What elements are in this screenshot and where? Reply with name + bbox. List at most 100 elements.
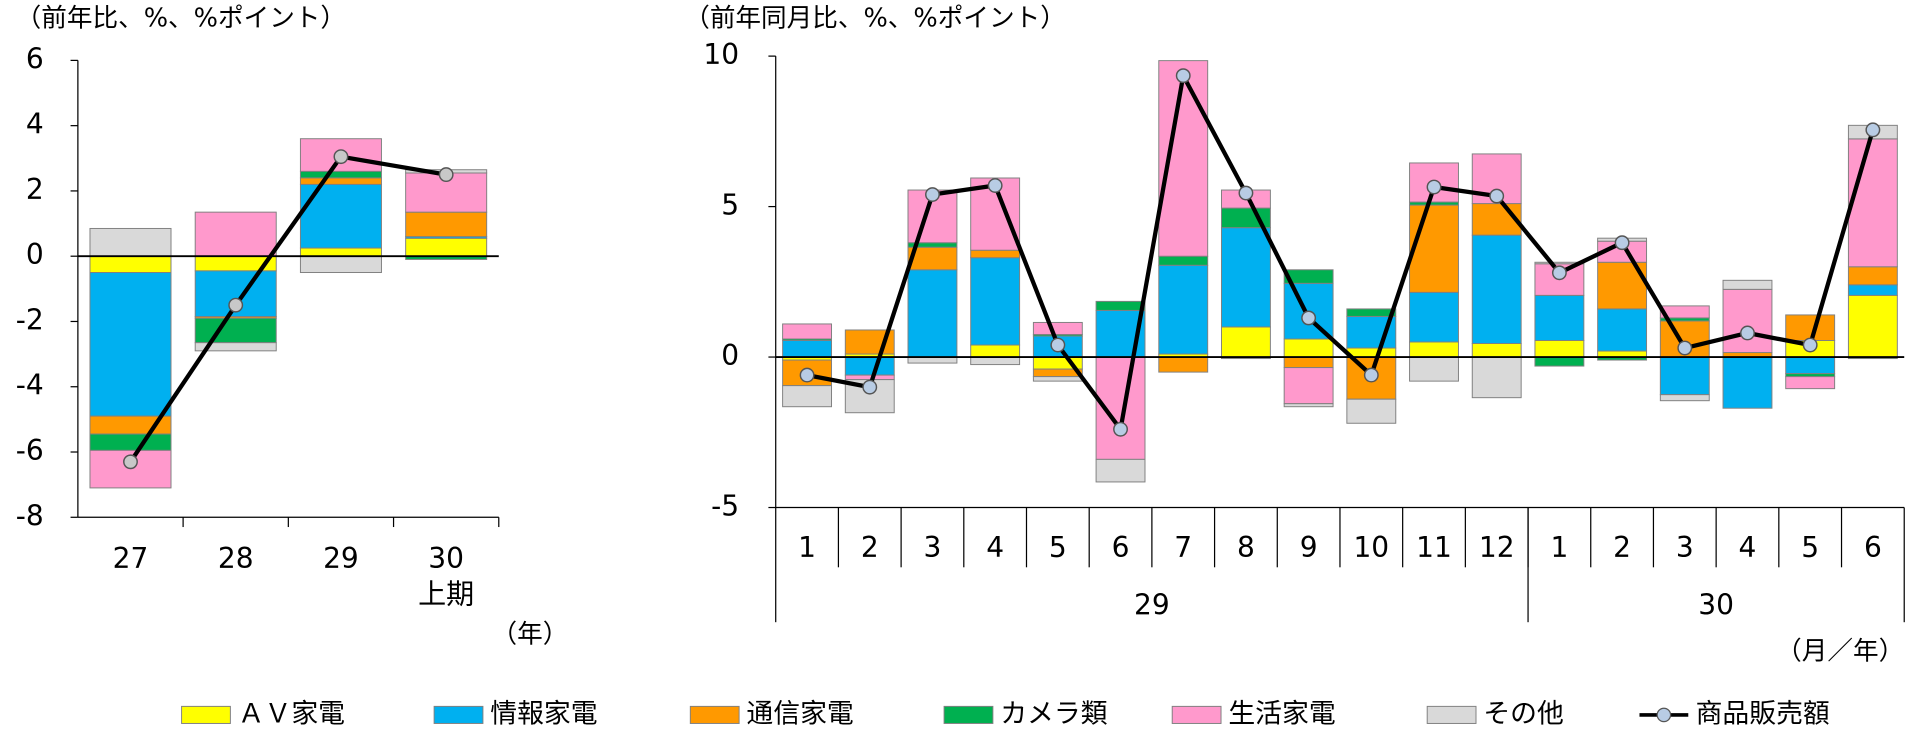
- x-tick-label: 5: [1049, 531, 1067, 564]
- bar: 情報家電: [970, 257, 1021, 346]
- bar: 情報家電: [1847, 284, 1898, 296]
- line-marker: [333, 149, 349, 165]
- x-unit-label: （月／年）: [1776, 637, 1904, 667]
- bar: 情報家電: [1158, 264, 1209, 355]
- x-tick-label: 12: [1479, 531, 1515, 564]
- y-tick-label: 5: [721, 189, 739, 222]
- bar: ＡＶ家電: [1220, 326, 1271, 358]
- legend-swatch: [1426, 705, 1477, 724]
- bar: その他: [1409, 356, 1459, 382]
- legend-swatch: [1171, 705, 1222, 724]
- line-marker: [987, 178, 1003, 193]
- group-label: 30: [1698, 588, 1734, 621]
- line-marker: [1175, 68, 1191, 84]
- line-marker: [228, 297, 244, 313]
- bar: カメラ類: [1283, 269, 1334, 284]
- x-tick-label: 10: [1353, 531, 1389, 564]
- line-marker: [1238, 185, 1254, 201]
- bar: カメラ類: [1534, 356, 1585, 367]
- x-unit-label: （年）: [491, 620, 568, 650]
- legend-swatch: [181, 705, 231, 724]
- bar: [405, 211, 488, 238]
- bar: 生活家電: [1722, 288, 1773, 354]
- y-tick-label: 4: [26, 108, 44, 141]
- line-marker: [1865, 122, 1881, 138]
- x-tick-label: 11: [1416, 531, 1452, 564]
- legend-label: 生活家電: [1228, 698, 1335, 729]
- x-tick-label: 4: [1739, 531, 1757, 564]
- y-tick-label: 0: [721, 339, 739, 372]
- y-tick-label: 2: [26, 173, 44, 206]
- x-tick-label: 2: [861, 531, 879, 564]
- legend-label: その他: [1483, 698, 1563, 729]
- x-tick-label: 2: [1613, 531, 1631, 564]
- bar: [194, 211, 277, 257]
- bar: その他: [1283, 403, 1334, 408]
- legend-label: ＡＶ家電: [238, 698, 345, 729]
- x-tick-label: 7: [1174, 531, 1192, 564]
- line-marker: [1363, 367, 1379, 383]
- bar: ＡＶ家電: [1847, 294, 1898, 358]
- x-tick-label: 28: [218, 542, 254, 575]
- bar: カメラ類: [1346, 308, 1397, 317]
- line-marker: [1113, 421, 1128, 437]
- y-tick-label: 10: [703, 38, 739, 71]
- line-marker: [1426, 179, 1442, 195]
- y-tick-label: 0: [26, 238, 44, 271]
- bar: その他: [1722, 279, 1773, 290]
- x-tick-label: 1: [798, 531, 816, 564]
- x-tick-label: 5: [1801, 531, 1819, 564]
- bar: [405, 172, 488, 213]
- bar: [89, 433, 172, 451]
- bar: 生活家電: [1659, 305, 1710, 319]
- bar: 通信家電: [1409, 204, 1459, 293]
- x-tick-label: 30: [428, 542, 464, 575]
- bar: その他: [1095, 458, 1146, 483]
- y-tick-label: -6: [16, 434, 44, 467]
- legend-marker: [1656, 707, 1672, 723]
- bar: 生活家電: [1785, 376, 1836, 390]
- x-tick-label: 27: [113, 542, 149, 575]
- line-marker: [862, 379, 878, 395]
- bar: 生活家電: [1032, 321, 1083, 335]
- x-tick-label: 8: [1237, 531, 1255, 564]
- y-unit-label: （前年比、%、%ポイント）: [16, 4, 346, 34]
- line-marker: [1677, 340, 1693, 356]
- line-marker: [123, 454, 138, 470]
- bar: [89, 255, 172, 274]
- bar: 情報家電: [1220, 227, 1271, 328]
- bar: ＡＶ家電: [1471, 343, 1522, 358]
- line-marker: [1301, 310, 1317, 326]
- bar: 生活家電: [1847, 138, 1898, 268]
- bar: 情報家電: [1597, 308, 1648, 352]
- legend-label: 商品販売額: [1696, 698, 1830, 729]
- x-tick-label: 9: [1300, 531, 1318, 564]
- bar: [89, 272, 172, 417]
- bar: [405, 237, 488, 257]
- legend-swatch: [943, 705, 994, 724]
- bar: 情報家電: [1534, 294, 1585, 341]
- y-tick-label: 6: [26, 42, 44, 75]
- bar: 情報家電: [1722, 356, 1773, 409]
- legend-swatch: [689, 705, 740, 724]
- line-marker: [1551, 265, 1567, 281]
- bar: 通信家電: [1158, 356, 1209, 373]
- bar: [299, 170, 382, 179]
- bar: 情報家電: [1409, 291, 1459, 343]
- line-marker: [1050, 337, 1066, 353]
- x-tick-label: 29: [323, 542, 359, 575]
- bar: [194, 317, 277, 344]
- x-tick-label: 1: [1550, 531, 1568, 564]
- bar: [299, 255, 382, 274]
- line-marker: [1614, 235, 1630, 251]
- line: [128, 154, 447, 463]
- bar: カメラ類: [1158, 255, 1209, 266]
- legend-label: カメラ類: [1000, 698, 1107, 729]
- bar: カメラ類: [1095, 300, 1146, 311]
- bar: 生活家電: [1158, 60, 1209, 257]
- group-label: 29: [1134, 588, 1170, 621]
- bar: 情報家電: [907, 269, 958, 358]
- legend-label: 情報家電: [490, 698, 597, 729]
- bar: その他: [1032, 376, 1083, 382]
